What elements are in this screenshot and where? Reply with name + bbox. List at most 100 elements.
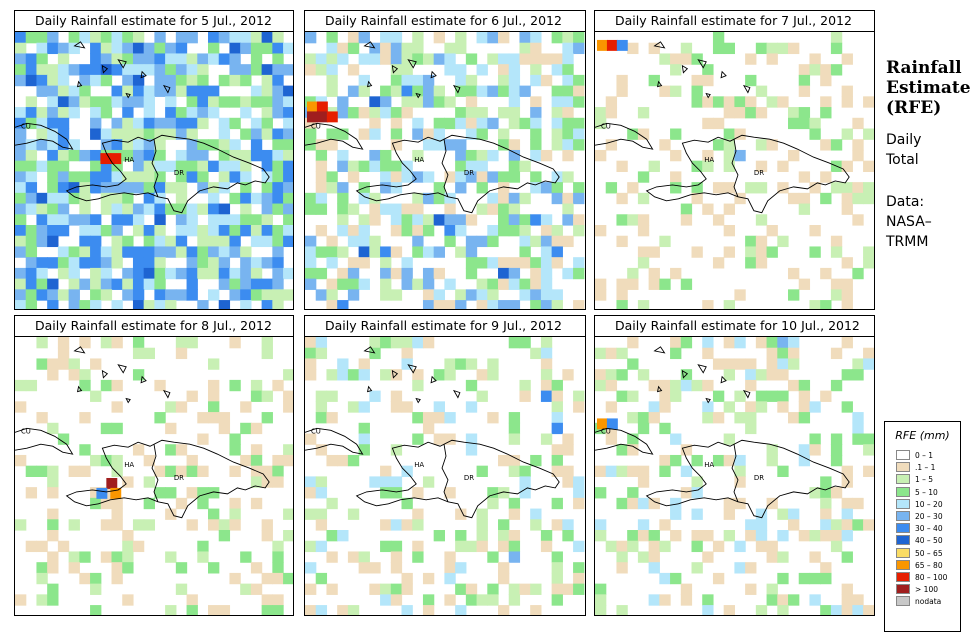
rainfall-cell <box>712 96 725 108</box>
rainfall-cell <box>422 289 435 301</box>
rainfall-cell <box>90 32 102 44</box>
rainfall-cell <box>36 32 48 44</box>
rainfall-cell <box>595 605 607 615</box>
rainfall-cell <box>154 128 166 140</box>
rainfall-cell <box>863 465 874 477</box>
rainfall-cell <box>358 85 370 97</box>
rainfall-cell <box>455 225 467 237</box>
rainfall-cell <box>487 203 499 215</box>
rainfall-cell <box>197 85 209 97</box>
country-label-dr: DR <box>174 474 184 482</box>
rainfall-cell <box>422 128 435 140</box>
rainfall-cell <box>240 32 252 44</box>
rainfall-cell <box>326 171 338 183</box>
rainfall-cell <box>57 337 70 349</box>
rainfall-cell <box>530 32 542 44</box>
rainfall-cell <box>197 433 209 445</box>
rainfall-cell <box>90 572 102 585</box>
rainfall-cell <box>616 605 628 615</box>
rainfall-cell <box>465 358 478 370</box>
rainfall-cell <box>551 562 563 574</box>
rainfall-cell <box>326 42 338 55</box>
rainfall-cell <box>305 487 317 499</box>
rainfall-cell <box>433 412 445 424</box>
rainfall-cell <box>197 171 209 183</box>
rainfall-cell <box>250 192 263 205</box>
rainfall-cell <box>455 139 467 151</box>
rainfall-cell <box>777 42 789 55</box>
coastline-path <box>305 427 364 455</box>
rainfall-cell <box>573 267 585 280</box>
rainfall-cell <box>551 412 563 424</box>
rainfall-cell <box>261 300 273 309</box>
rainfall-cell <box>637 214 650 226</box>
rainfall-cell <box>272 171 284 183</box>
rainfall-cell <box>218 605 231 615</box>
rainfall-cell <box>573 96 585 108</box>
rainfall-cell <box>390 583 403 595</box>
rainfall-cell <box>132 225 145 237</box>
rainfall-cell <box>519 278 531 290</box>
legend-label: 80 – 100 <box>915 573 948 582</box>
rainfall-cell <box>315 192 328 205</box>
rainfall-cell <box>444 551 456 563</box>
rainfall-cell <box>68 369 80 381</box>
rainfall-cell <box>412 85 424 97</box>
rainfall-cell <box>422 594 435 606</box>
rainfall-cell <box>841 85 853 97</box>
rainfall-cell <box>218 422 231 435</box>
rainfall-cell <box>830 278 843 290</box>
rainfall-cell <box>702 203 714 215</box>
rainfall-cell <box>143 182 155 194</box>
rainfall-cell <box>315 444 328 456</box>
rainfall-cell <box>702 594 714 606</box>
rainfall-cell <box>229 117 241 130</box>
rainfall-cell <box>562 519 574 531</box>
rainfall-cell <box>132 64 145 76</box>
rainfall-cell <box>358 225 370 237</box>
rainfall-cell <box>326 246 338 258</box>
rainfall-cell <box>337 149 349 162</box>
rainfall-cell <box>240 422 252 435</box>
rainfall-cell <box>551 257 563 269</box>
rainfall-cell <box>487 278 499 290</box>
rainfall-cell <box>476 257 488 269</box>
rainfall-cell <box>433 300 445 309</box>
rainfall-cell <box>165 267 177 280</box>
rainfall-cell <box>595 369 607 381</box>
rainfall-cell <box>261 476 273 488</box>
rainfall-cell <box>508 160 521 172</box>
rainfall-cell <box>745 246 757 258</box>
rainfall-cell <box>433 117 445 130</box>
rainfall-cell <box>79 225 91 237</box>
rainfall-cell <box>809 117 821 130</box>
coastline-path <box>645 134 850 214</box>
rainfall-cell <box>197 139 209 151</box>
legend-swatch <box>896 474 910 485</box>
country-label-ha: HA <box>704 461 714 469</box>
legend-label: > 100 <box>915 585 938 595</box>
rainfall-cell <box>347 160 360 172</box>
rainfall-cell <box>433 192 445 205</box>
panel-title: Daily Rainfall estimate for 6 Jul., 2012 <box>304 10 586 32</box>
rainfall-cell <box>755 42 768 55</box>
rainfall-cell <box>165 465 177 477</box>
coastline-path <box>76 385 83 393</box>
rainfall-cell <box>229 519 241 531</box>
rainfall-cell <box>305 139 317 151</box>
rainfall-cells <box>595 337 874 615</box>
rainfall-cell <box>401 171 413 183</box>
rainfall-cell <box>186 139 198 151</box>
rainfall-cell <box>605 347 618 360</box>
rainfall-cell <box>283 390 293 402</box>
rainfall-cell <box>798 379 811 392</box>
rainfall-cell <box>422 337 435 349</box>
rainfall-cell <box>401 583 413 595</box>
rainfall-cell <box>680 42 693 55</box>
rainfall-cell <box>627 358 639 370</box>
rainfall-cell <box>229 379 241 392</box>
rainfall-cell <box>111 192 123 205</box>
rainfall-cell <box>79 149 91 162</box>
rainfall-cell <box>154 246 166 258</box>
rainfall-cell <box>670 347 682 360</box>
